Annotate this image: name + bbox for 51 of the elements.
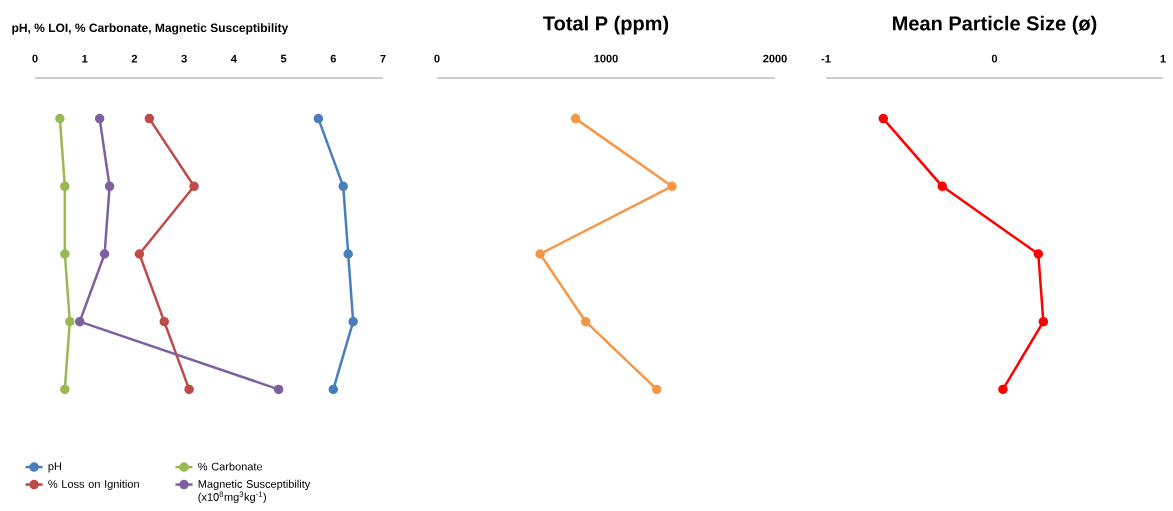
point [104, 181, 115, 192]
legend-label: Magnetic Susceptibility (x10$^{8}$mg$^{3}$kg$^{-1}$) [198, 479, 311, 504]
x-tick-label: 7 [380, 54, 386, 63]
x-tick-label: 5 [280, 54, 287, 63]
point [273, 384, 284, 395]
point [937, 181, 948, 192]
point [580, 316, 591, 327]
point [998, 384, 1008, 395]
legend-label: % Loss on Ignition [48, 479, 139, 491]
point [189, 181, 199, 192]
legend-label: % Carbonate [198, 462, 263, 471]
chart-title: pH, % LOI, % Carbonate, Magnetic Susceptibility [12, 23, 289, 35]
point [313, 113, 324, 124]
point [667, 181, 677, 192]
point [144, 113, 155, 124]
x-tick-label: 4 [230, 54, 237, 63]
point [328, 384, 339, 395]
point [343, 249, 353, 259]
point [878, 113, 889, 124]
legend-label: pH [48, 462, 62, 473]
point [75, 316, 85, 327]
point [535, 249, 545, 259]
point [1033, 249, 1044, 259]
x-tick-label: 0 [32, 54, 38, 63]
point [60, 181, 70, 192]
point [1038, 316, 1049, 327]
point [65, 316, 75, 327]
point [570, 113, 581, 124]
x-tick-label: 2 [131, 54, 138, 63]
point [338, 181, 348, 192]
x-tick-label: 1 [1160, 54, 1166, 63]
x-tick-label: 6 [330, 54, 336, 63]
point [94, 113, 105, 124]
point [651, 384, 662, 395]
x-tick-label: -1 [821, 54, 831, 63]
x-tick-label: 3 [181, 54, 187, 63]
chart-title: Mean Particle Size (ø) [893, 15, 1097, 35]
x-tick-label: 1 [82, 54, 88, 63]
point [60, 249, 70, 259]
point [159, 316, 170, 327]
chart-title: Total P (ppm) [543, 15, 669, 35]
point [134, 249, 145, 259]
point [348, 316, 358, 327]
point [184, 384, 194, 395]
x-tick-label: 0 [434, 54, 440, 63]
point [99, 249, 110, 259]
point [60, 384, 70, 395]
x-tick-label: 2000 [763, 54, 787, 63]
point [55, 113, 65, 124]
x-tick-label: 1000 [594, 54, 618, 63]
x-tick-label: 0 [991, 54, 998, 63]
